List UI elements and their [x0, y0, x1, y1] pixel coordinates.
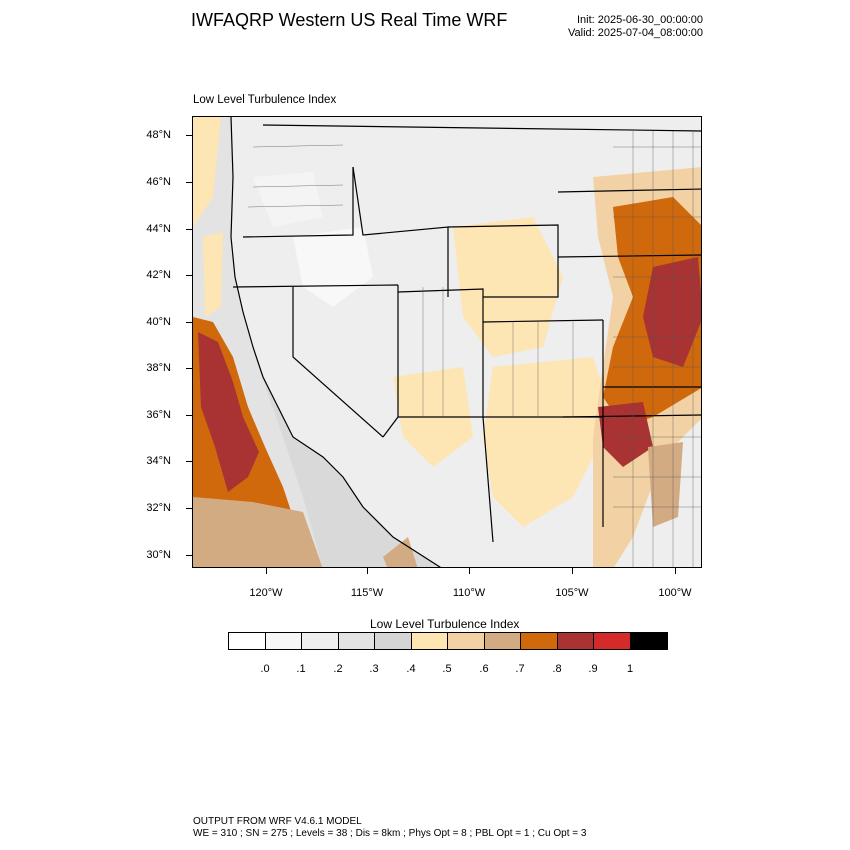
lat-label: 46°N: [146, 176, 171, 188]
footer-config-line: WE = 310 ; SN = 275 ; Levels = 38 ; Dis …: [193, 828, 587, 839]
colorbar-swatch: [630, 633, 667, 649]
turbulence-map: [192, 116, 702, 568]
lat-tick: [186, 182, 192, 183]
colorbar-swatch: [338, 633, 375, 649]
colorbar-label: .0: [260, 663, 270, 675]
lat-tick: [186, 229, 192, 230]
colorbar-label: .5: [442, 663, 452, 675]
lon-tick: [572, 568, 573, 574]
lat-label: 48°N: [146, 129, 171, 141]
interior-light-patch: [293, 227, 373, 307]
lon-tick: [367, 568, 368, 574]
pacific-red-zone: [198, 332, 259, 492]
lat-label: 34°N: [146, 455, 171, 467]
lat-label: 38°N: [146, 362, 171, 374]
lat-tick: [186, 555, 192, 556]
map-graphic: [193, 117, 701, 567]
oklahoma-red-zone: [598, 402, 653, 467]
lat-label: 44°N: [146, 223, 171, 235]
colorbar-swatch: [557, 633, 594, 649]
init-time: Init: 2025-06-30_00:00:00: [577, 14, 703, 26]
lat-tick: [186, 322, 192, 323]
colorbar-label: .6: [479, 663, 489, 675]
lat-label: 40°N: [146, 316, 171, 328]
colorbar-label: 1: [626, 663, 634, 675]
coastline: [230, 117, 441, 567]
colorbar-swatch: [521, 633, 558, 649]
lat-label: 36°N: [146, 409, 171, 421]
lat-tick: [186, 461, 192, 462]
lon-tick: [266, 568, 267, 574]
lat-tick: [186, 368, 192, 369]
lon-label: 115°W: [350, 587, 384, 599]
colorbar-swatch: [594, 633, 631, 649]
lat-tick: [186, 508, 192, 509]
lon-label: 110°W: [452, 587, 486, 599]
colorbar-label: .4: [406, 663, 416, 675]
main-title: IWFAQRP Western US Real Time WRF: [191, 10, 508, 30]
lon-label: 105°W: [555, 587, 589, 599]
colorbar-swatch: [265, 633, 302, 649]
county-lines: [247, 131, 701, 567]
plains-red-zone: [643, 257, 701, 367]
baja-tan-patch: [383, 537, 418, 567]
footer-model-line: OUTPUT FROM WRF V4.6.1 MODEL: [193, 816, 362, 827]
valid-time: Valid: 2025-07-04_08:00:00: [568, 27, 703, 39]
lon-label: 120°W: [249, 587, 283, 599]
lon-tick: [469, 568, 470, 574]
colorbar-title: Low Level Turbulence Index: [370, 617, 520, 631]
colorbar-label: .8: [552, 663, 562, 675]
lat-tick: [186, 275, 192, 276]
lat-tick: [186, 415, 192, 416]
colorbar-label: .3: [369, 663, 379, 675]
colorbar-swatch: [411, 633, 448, 649]
colorbar-swatch: [375, 633, 412, 649]
model-footer: OUTPUT FROM WRF V4.6.1 MODEL WE = 310 ; …: [193, 816, 586, 840]
colorbar-swatch: [229, 633, 266, 649]
colorbar-label: .2: [333, 663, 343, 675]
offshore-light-patch-2: [203, 232, 223, 317]
lon-label: 100°W: [658, 587, 692, 599]
colorbar-label: .1: [296, 663, 306, 675]
colorbar: [228, 632, 668, 650]
run-info: Init: 2025-06-30_00:00:00 Valid: 2025-07…: [568, 14, 703, 40]
lat-tick: [186, 135, 192, 136]
lat-label: 42°N: [146, 269, 171, 281]
lat-label: 32°N: [146, 502, 171, 514]
lon-tick: [675, 568, 676, 574]
colorbar-swatch: [448, 633, 485, 649]
yellow-zone-southwest: [483, 357, 613, 527]
map-field-title: Low Level Turbulence Index: [193, 94, 337, 106]
pacific-tan-zone: [193, 497, 323, 567]
offshore-light-patch: [193, 117, 221, 227]
yellow-zone-plains: [453, 217, 563, 357]
colorbar-label: .9: [588, 663, 598, 675]
colorbar-swatch: [302, 633, 339, 649]
texas-tan-zone: [648, 442, 683, 527]
lat-label: 30°N: [146, 549, 171, 561]
colorbar-swatch: [484, 633, 521, 649]
colorbar-label: .7: [515, 663, 525, 675]
